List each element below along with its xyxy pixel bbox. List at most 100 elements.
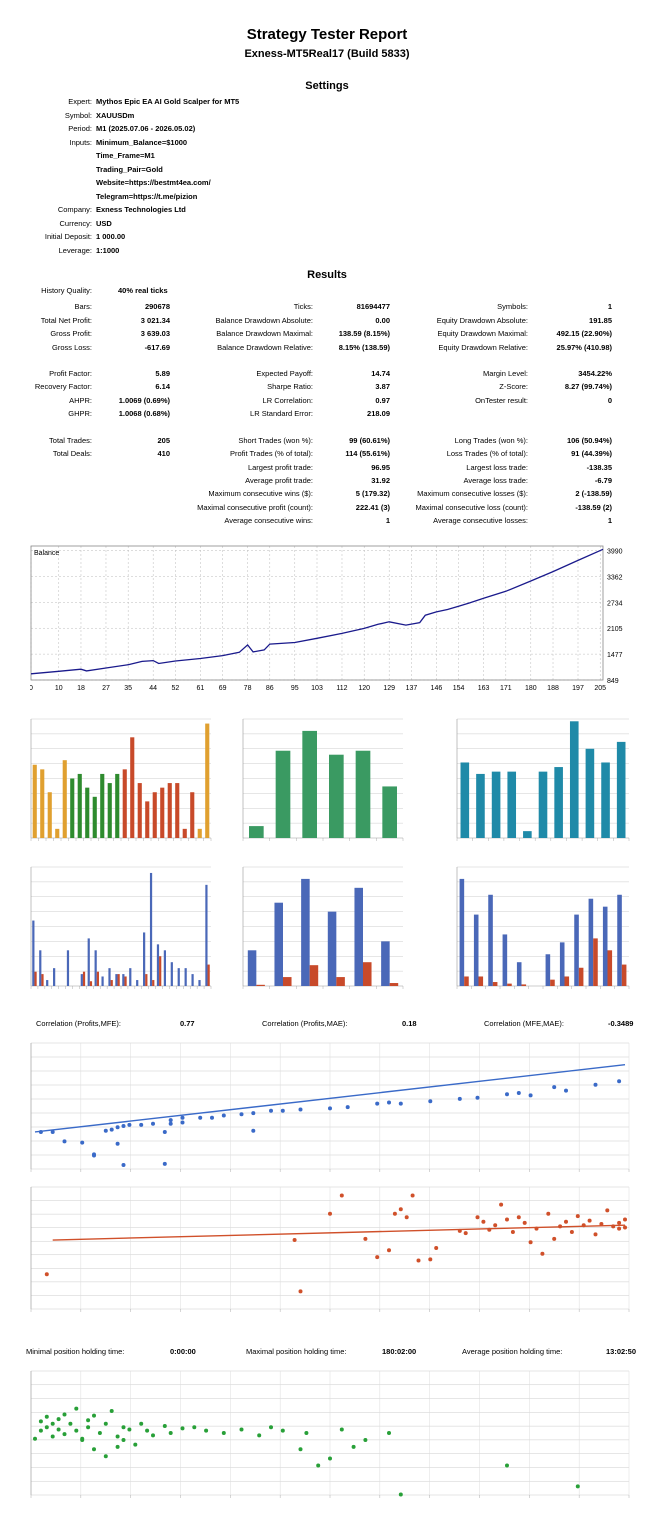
- result-value: 25.97% (410.98): [556, 343, 612, 352]
- trend-line: [34, 1064, 626, 1133]
- bar: [274, 902, 283, 986]
- scatter-point: [487, 1227, 492, 1232]
- scatter-point: [457, 1096, 462, 1101]
- bar: [110, 980, 113, 986]
- bar: [205, 723, 210, 838]
- scatter-point: [617, 1220, 622, 1225]
- bar: [578, 967, 584, 986]
- result-value: 31.92: [371, 476, 390, 485]
- scatter-point: [62, 1432, 67, 1437]
- settings-value: USD: [96, 218, 112, 228]
- bar: [464, 976, 469, 986]
- scatter-point: [516, 1215, 521, 1220]
- bar: [108, 968, 111, 986]
- hour-profit-loss-chart: [30, 866, 212, 989]
- x-tick-label: 205: [594, 685, 606, 692]
- scatter-point: [304, 1431, 309, 1435]
- scatter-point: [605, 1208, 610, 1213]
- settings-label: Company:: [57, 205, 92, 214]
- bar: [85, 787, 90, 838]
- result-value: 5 (179.32): [355, 489, 390, 498]
- y-tick-label: 849: [607, 678, 619, 685]
- bar: [122, 974, 125, 986]
- scatter-point: [210, 1115, 214, 1120]
- result-label: Gross Loss:: [51, 343, 92, 352]
- month-profit-loss-chart: [456, 866, 630, 989]
- bar: [205, 884, 208, 986]
- scatter-point: [62, 1139, 67, 1144]
- settings-value: XAUUSDm: [96, 110, 135, 120]
- scatter-point: [611, 1224, 616, 1229]
- bar: [538, 771, 548, 838]
- x-tick-label: 163: [478, 685, 490, 692]
- result-label: Sharpe Ratio:: [267, 382, 313, 391]
- bar: [122, 769, 127, 838]
- scatter-point: [528, 1093, 533, 1098]
- scatter-point: [457, 1228, 462, 1233]
- bar: [585, 748, 595, 838]
- result-value: 81694477: [356, 302, 390, 311]
- settings-label: Period:: [68, 124, 92, 133]
- scatter-point: [38, 1129, 43, 1134]
- result-value: 1.0068 (0.68%): [118, 409, 170, 418]
- result-label: Largest profit trade:: [247, 463, 313, 472]
- x-tick-label: 154: [453, 685, 465, 692]
- bar: [550, 979, 555, 986]
- x-tick-label: 52: [171, 685, 179, 692]
- result-value: 3.87: [375, 382, 390, 391]
- x-tick-label: 197: [572, 685, 584, 692]
- scatter-point: [463, 1231, 468, 1236]
- scatter-point: [505, 1463, 509, 1468]
- scatter-point: [546, 1211, 551, 1216]
- results-heading: Results: [307, 269, 347, 281]
- scatter-point: [198, 1115, 203, 1120]
- bar: [170, 962, 173, 986]
- scatter-point: [505, 1217, 509, 1222]
- scatter-point: [516, 1091, 521, 1096]
- x-tick-label: 27: [102, 685, 110, 692]
- corr-profits-mfe-value: 0.77: [180, 1019, 195, 1028]
- scatter-point: [239, 1112, 244, 1117]
- scatter-point: [398, 1492, 403, 1497]
- bar: [593, 938, 598, 986]
- bar: [336, 977, 345, 986]
- scatter-point: [86, 1425, 91, 1430]
- result-value: 138.59 (8.15%): [338, 329, 390, 338]
- bar: [491, 771, 501, 838]
- x-tick-label: 188: [547, 685, 559, 692]
- settings-value: Minimum_Balance=$1000: [96, 137, 188, 147]
- scatter-point: [575, 1214, 580, 1219]
- result-label: Largest loss trade:: [466, 463, 528, 472]
- min-holding-label: Minimal position holding time:: [26, 1347, 125, 1356]
- scatter-point: [162, 1161, 167, 1166]
- result-label: GHPR:: [68, 409, 92, 418]
- bar: [198, 980, 201, 986]
- bar: [47, 792, 52, 838]
- scatter-point: [103, 1128, 108, 1133]
- result-value: 6.14: [155, 382, 170, 391]
- corr-profits-mae-value: 0.18: [402, 1019, 417, 1028]
- scatter-point: [103, 1421, 108, 1426]
- scatter-point: [528, 1240, 533, 1245]
- bar: [355, 750, 371, 838]
- scatter-point: [115, 1434, 120, 1439]
- result-label: Z-Score:: [499, 382, 528, 391]
- scatter-point: [115, 1444, 120, 1449]
- scatter-point: [151, 1433, 155, 1438]
- scatter-point: [145, 1428, 150, 1433]
- result-value: 218.09: [367, 409, 390, 418]
- scatter-point: [593, 1232, 598, 1237]
- settings-value: Website=https://bestmt4ea.com/: [96, 178, 211, 187]
- corr-profits-mae-label: Correlation (Profits,MAE):: [262, 1019, 348, 1028]
- bar: [149, 872, 153, 986]
- bar: [136, 980, 139, 986]
- bar: [41, 974, 44, 986]
- result-value: -138.35: [586, 463, 612, 472]
- result-label: Bars:: [74, 302, 92, 311]
- x-tick-label: 86: [266, 685, 274, 692]
- balance-chart: Balance 849 1477 2105 2734 3362 3990 0 10 18 27 3…: [30, 545, 623, 692]
- result-label: Average loss trade:: [463, 476, 528, 485]
- x-tick-label: 171: [500, 685, 512, 692]
- x-tick-label: 112: [336, 685, 347, 692]
- bar: [167, 783, 172, 838]
